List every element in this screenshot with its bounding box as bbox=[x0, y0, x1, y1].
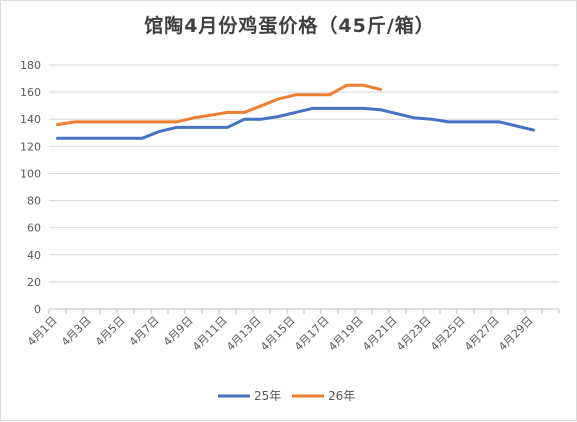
x-tick-label: 4月1日 bbox=[25, 314, 60, 349]
x-tick-label: 4月25日 bbox=[428, 314, 468, 354]
y-tick-label: 120 bbox=[20, 140, 41, 153]
x-tick-label: 4月15日 bbox=[258, 314, 298, 354]
x-tick-label: 4月11日 bbox=[190, 314, 230, 354]
y-tick-label: 180 bbox=[20, 59, 41, 72]
x-tick-label: 4月21日 bbox=[360, 314, 400, 354]
x-tick-label: 4月27日 bbox=[462, 314, 502, 354]
x-tick-label: 4月29日 bbox=[496, 314, 536, 354]
y-tick-label: 40 bbox=[27, 249, 41, 262]
y-tick-label: 100 bbox=[20, 167, 41, 180]
x-tick-label: 4月23日 bbox=[394, 314, 434, 354]
x-tick-label: 4月3日 bbox=[59, 314, 94, 349]
x-tick-label: 4月13日 bbox=[224, 314, 264, 354]
y-tick-label: 20 bbox=[27, 276, 41, 289]
y-tick-label: 160 bbox=[20, 86, 41, 99]
y-tick-label: 0 bbox=[34, 303, 41, 316]
y-tick-label: 60 bbox=[27, 222, 41, 235]
legend-label-2: 26年 bbox=[328, 389, 355, 403]
x-tick-label: 4月5日 bbox=[93, 314, 128, 349]
chart-title: 馆陶4月份鸡蛋价格（45斤/箱） bbox=[144, 15, 435, 37]
x-tick-label: 4月19日 bbox=[326, 314, 366, 354]
x-tick-label: 4月7日 bbox=[127, 314, 162, 349]
series-line-1 bbox=[56, 106, 535, 140]
y-tick-label: 140 bbox=[20, 113, 41, 126]
x-tick-label: 4月17日 bbox=[292, 314, 332, 354]
legend-label-1: 25年 bbox=[254, 389, 281, 403]
series-line-2 bbox=[56, 83, 382, 127]
y-tick-label: 80 bbox=[27, 195, 41, 208]
